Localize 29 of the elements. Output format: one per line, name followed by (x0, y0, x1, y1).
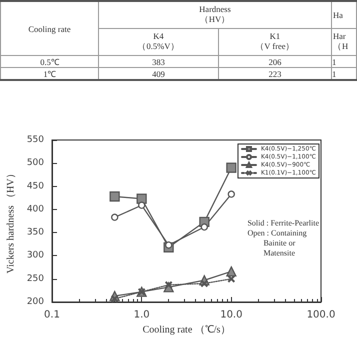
text: 223 (218, 68, 332, 80)
y-axis-title: Vickers hardness （HV） (5, 168, 16, 274)
y-tick-label: 200 (26, 297, 44, 307)
text: 0.5℃ (0, 56, 98, 68)
category-label: K1 （V free） (218, 28, 332, 56)
y-tick-label: 500 (26, 158, 44, 168)
category-label: Cooling rate (0, 1, 98, 56)
x-tick-label: 10.0 (220, 310, 242, 320)
text: 383 (98, 56, 218, 68)
text: 1℃ (0, 68, 98, 80)
text: 1 (332, 68, 356, 80)
text: 206 (218, 56, 332, 68)
category-label: Har （H (332, 28, 356, 56)
x-axis-title: Cooling rate （℃/s） (142, 324, 230, 336)
y-tick-label: 250 (26, 274, 44, 284)
annotation: Solid : Ferrite-Pearlite Open : Containing Bainite or Matensite (247, 218, 320, 258)
x-tick-label: 1.0 (134, 310, 150, 320)
x-tick-label: 0.1 (44, 310, 60, 320)
category-label: Ha (332, 1, 356, 28)
y-tick-label: 350 (26, 228, 44, 238)
y-tick-label: 300 (26, 250, 44, 261)
category-label: Hardness （HV） (98, 1, 332, 28)
y-tick-label: 450 (26, 181, 44, 192)
category-label: K4 （0.5%V） (98, 28, 218, 56)
y-tick-label: 400 (26, 204, 44, 214)
text: 409 (98, 68, 218, 80)
y-tick-label: 550 (26, 135, 44, 145)
text: 1 (332, 56, 356, 68)
x-tick-label: 100.0 (306, 310, 336, 320)
